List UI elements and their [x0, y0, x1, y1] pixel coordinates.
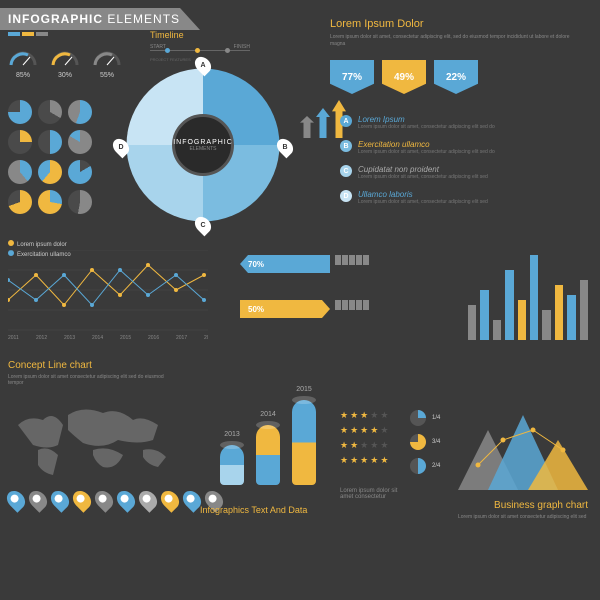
people-row-1: [335, 255, 369, 265]
arrow-up: [316, 108, 330, 138]
info-title: Infographics Text And Data: [200, 505, 307, 515]
bar: [505, 270, 513, 340]
arrow-horizontal: 70%: [240, 255, 330, 273]
pin-icon: [69, 487, 94, 512]
bar: [580, 280, 588, 340]
circle-center: INFOGRAPHIC ELEMENTS: [172, 114, 234, 176]
pin-icon: [3, 487, 28, 512]
badges: 77%49%22%: [330, 60, 478, 94]
bar: [542, 310, 550, 340]
bar: [493, 320, 501, 340]
list-item: CCupidatat non proidentLorem ipsum dolor…: [340, 165, 580, 180]
pie-mini: [68, 160, 92, 184]
pie-mini: [38, 190, 62, 214]
gauge-row: 85%30%55%: [8, 48, 122, 79]
pie-mini: [8, 190, 32, 214]
pie-mini: [38, 100, 62, 124]
bar: [518, 300, 526, 340]
svg-text:2017: 2017: [176, 335, 187, 340]
timeline-title: Timeline: [150, 30, 250, 40]
pie-mini: [68, 130, 92, 154]
mini-pie-row: 1/4: [410, 410, 440, 426]
pin-icon: [47, 487, 72, 512]
svg-text:2013: 2013: [64, 335, 75, 340]
pie-mini: [68, 100, 92, 124]
pin-icon: [25, 487, 50, 512]
pie-mini: [8, 130, 32, 154]
circle-chart: INFOGRAPHIC ELEMENTS A B C D: [118, 60, 288, 230]
concept-title: Concept Line chart: [8, 360, 92, 371]
bar: [468, 305, 476, 340]
header-banner: INFOGRAPHIC ELEMENTS: [0, 8, 200, 30]
pins-row: [8, 490, 222, 510]
list-item: DUllamco laborisLorem ipsum dolor sit am…: [340, 190, 580, 205]
pie-mini: [38, 130, 62, 154]
arrow-horizontal: 50%: [240, 300, 330, 318]
svg-text:2011: 2011: [8, 335, 19, 340]
svg-text:2014: 2014: [92, 335, 103, 340]
stars-row: ★★★★★: [340, 410, 388, 421]
mini-pie-row: 3/4: [410, 434, 440, 450]
list-item: ALorem IpsumLorem ipsum dolor sit amet, …: [340, 115, 580, 130]
world-map: [8, 395, 178, 485]
right-title: Lorem Ipsum Dolor: [330, 18, 424, 30]
pie-mini: [68, 190, 92, 214]
cylinder-chart: 2013 2014 2015: [220, 400, 316, 485]
pin-icon: [91, 487, 116, 512]
badge: 49%: [382, 60, 426, 94]
bar: [530, 255, 538, 340]
pie-mini: [38, 160, 62, 184]
header-accent-bars: [8, 32, 48, 36]
line-chart: 2011 2012 2013 2014 2015 2016 2017 2018: [8, 250, 208, 340]
pie-mini: [8, 100, 32, 124]
pin-icon: [157, 487, 182, 512]
badge: 22%: [434, 60, 478, 94]
area-chart: [458, 400, 588, 490]
header-title: INFOGRAPHIC ELEMENTS: [8, 12, 180, 26]
list-items: ALorem IpsumLorem ipsum dolor sit amet, …: [340, 115, 580, 215]
pin-icon: [135, 487, 160, 512]
cylinder-bar: 2015: [292, 400, 316, 485]
bar: [555, 285, 563, 340]
arrow-up: [300, 116, 314, 138]
concept-text: Lorem ipsum dolor sit amet consectetur a…: [8, 374, 168, 386]
circle-center-sub: ELEMENTS: [190, 146, 217, 152]
svg-text:2012: 2012: [36, 335, 47, 340]
people-row-2: [335, 300, 369, 310]
svg-text:2018: 2018: [204, 335, 208, 340]
stars-block: ★★★★★ ★★★★★ ★★★★★ ★★★★★: [340, 410, 388, 470]
pie-mini: [8, 160, 32, 184]
stars-row: ★★★★★: [340, 440, 388, 451]
bar-chart: [468, 250, 588, 340]
biz-text: Lorem ipsum dolor sit amet consectetur a…: [458, 514, 588, 520]
pie-grid: [8, 100, 92, 214]
stars-text: Lorem ipsum dolor sit amet consectetur: [340, 488, 410, 500]
timeline-line: [150, 50, 250, 51]
svg-text:2016: 2016: [148, 335, 159, 340]
timeline-sub: PROJECT FEATURES: [150, 57, 250, 62]
stars-row: ★★★★★: [340, 455, 388, 466]
gauge: 30%: [50, 48, 80, 79]
badge: 77%: [330, 60, 374, 94]
timeline: Timeline STARTFINISH PROJECT FEATURES: [150, 30, 250, 62]
right-text: Lorem ipsum dolor sit amet, consectetur …: [330, 34, 570, 47]
mini-pies: 1/4 3/4 2/4: [410, 410, 440, 474]
list-item: BExercitation ullamcoLorem ipsum dolor s…: [340, 140, 580, 155]
mini-pie-row: 2/4: [410, 458, 440, 474]
cylinder-bar: 2013: [220, 445, 244, 485]
pin-icon: [113, 487, 138, 512]
svg-text:2015: 2015: [120, 335, 131, 340]
bar: [480, 290, 488, 340]
gauge: 85%: [8, 48, 38, 79]
cylinder-bar: 2014: [256, 425, 280, 485]
stars-row: ★★★★★: [340, 425, 388, 436]
biz-title: Business graph chart: [494, 500, 588, 511]
bar: [567, 295, 575, 340]
circle-center-title: INFOGRAPHIC: [173, 139, 233, 146]
